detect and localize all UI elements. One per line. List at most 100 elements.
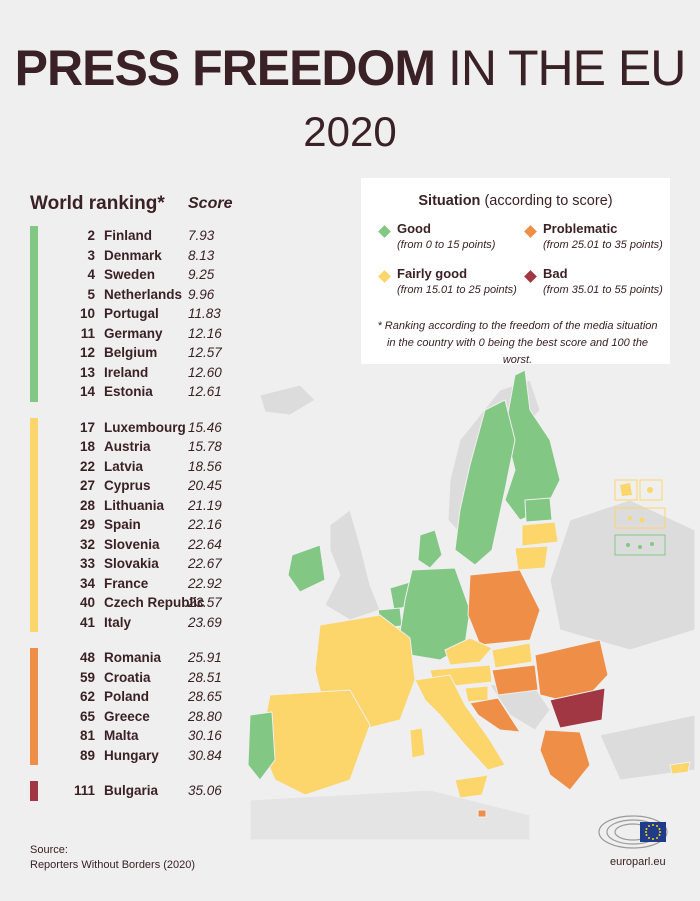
- score-cell: 12.16: [188, 325, 222, 341]
- score-cell: 9.25: [188, 267, 215, 282]
- country-cell: Cyprus: [104, 478, 151, 493]
- country-cell: Latvia: [104, 458, 144, 474]
- title-bold: PRESS FREEDOM: [14, 40, 436, 96]
- table-row: 33 Slovakia 22.67: [30, 554, 250, 573]
- table-row: 28 Lithuania 21.19: [30, 496, 250, 515]
- legend-range: (from 15.01 to 25 points): [397, 284, 517, 296]
- map-hungary: [491, 664, 539, 696]
- source-label: Source:: [30, 844, 68, 856]
- map-portugal: [247, 711, 276, 781]
- rank-cell: 65: [79, 708, 95, 724]
- rank-column-header: World ranking*: [30, 193, 165, 214]
- map-spain: [259, 689, 371, 796]
- table-row: 10 Portugal 11.83: [30, 304, 250, 323]
- legend-label: Good: [397, 221, 431, 236]
- map-turkey: [599, 714, 695, 781]
- table-row: 81 Malta 30.16: [30, 726, 250, 745]
- country-cell: Lithuania: [104, 497, 164, 513]
- good-diamond-icon: [378, 225, 391, 238]
- country-cell: Denmark: [104, 247, 162, 263]
- country-cell: Slovakia: [104, 556, 159, 571]
- score-cell: 8.13: [188, 247, 215, 263]
- score-cell: 15.78: [188, 439, 222, 454]
- legend-note: * Ranking according to the freedom of th…: [377, 320, 658, 366]
- map-north-africa: [249, 789, 531, 840]
- score-column-header: Score: [188, 195, 233, 212]
- rank-cell: 3: [87, 247, 95, 263]
- european-parliament-logo-icon: [598, 815, 668, 849]
- table-row: 65 Greece 28.80: [30, 707, 250, 726]
- map-bulgaria: [549, 687, 606, 729]
- country-cell: Estonia: [104, 384, 153, 399]
- bad-diamond-icon: [524, 270, 537, 283]
- score-cell: 15.46: [188, 419, 222, 435]
- score-cell: 12.61: [188, 384, 222, 399]
- legend-range: (from 0 to 15 points): [397, 239, 496, 251]
- score-cell: 21.19: [188, 497, 222, 513]
- map-iceland: [259, 384, 316, 416]
- score-cell: 25.91: [188, 650, 222, 665]
- country-cell: Poland: [104, 689, 150, 704]
- country-cell: Austria: [104, 439, 151, 454]
- rank-cell: 40: [79, 595, 95, 610]
- score-cell: 23.57: [188, 595, 222, 610]
- table-row: 40 Czech Republic 23.57: [30, 593, 250, 612]
- group-bar-problematic: [30, 648, 38, 765]
- legend-item-good: Good (from 0 to 15 points): [397, 221, 495, 253]
- rank-cell: 27: [79, 478, 95, 493]
- country-cell: Germany: [104, 325, 163, 341]
- country-cell: Spain: [104, 517, 141, 532]
- country-cell: Czech Republic: [104, 595, 205, 610]
- country-cell: Bulgaria: [104, 783, 159, 798]
- rank-cell: 17: [79, 419, 95, 435]
- rank-cell: 28: [79, 497, 95, 513]
- legend-title-bold: Situation: [418, 193, 481, 209]
- table-row: 13 Ireland 12.60: [30, 363, 250, 382]
- rank-cell: 48: [79, 650, 95, 665]
- rank-cell: 89: [79, 747, 95, 763]
- table-row: 34 France 22.92: [30, 574, 250, 593]
- country-cell: Romania: [104, 650, 162, 665]
- table-row: 27 Cyprus 20.45: [30, 476, 250, 495]
- table-row: 14 Estonia 12.61: [30, 382, 250, 401]
- map-czech: [444, 637, 493, 666]
- map-malta: [477, 809, 487, 818]
- country-cell: Ireland: [104, 364, 149, 380]
- fairly-good-diamond-icon: [378, 270, 391, 283]
- group-bar-bad: [30, 781, 38, 801]
- rank-cell: 11: [80, 325, 95, 341]
- score-cell: 30.84: [188, 747, 222, 763]
- country-cell: Finland: [104, 228, 152, 243]
- country-cell: Portugal: [104, 306, 159, 321]
- score-cell: 9.96: [188, 286, 215, 302]
- map-cyprus: [669, 761, 691, 775]
- country-cell: Netherlands: [104, 286, 183, 302]
- rank-cell: 62: [79, 689, 95, 704]
- score-cell: 18.56: [188, 458, 222, 474]
- rank-cell: 59: [79, 669, 95, 685]
- country-cell: France: [104, 575, 149, 591]
- country-cell: Belgium: [104, 345, 158, 360]
- table-row: 111 Bulgaria 35.06: [30, 781, 250, 800]
- source: Source: Reporters Without Borders (2020): [30, 843, 195, 873]
- score-cell: 20.45: [188, 478, 222, 493]
- score-cell: 22.64: [188, 536, 222, 552]
- legend-label: Bad: [543, 266, 568, 281]
- score-cell: 7.93: [188, 228, 215, 243]
- rank-cell: 81: [79, 728, 95, 743]
- map-sicily: [454, 774, 489, 799]
- map-slovenia: [464, 685, 489, 703]
- map-lithuania: [514, 545, 549, 571]
- table-row: 32 Slovenia 22.64: [30, 535, 250, 554]
- table-row: 62 Poland 28.65: [30, 687, 250, 706]
- outermost-regions: [614, 479, 666, 556]
- rank-cell: 22: [79, 458, 95, 474]
- rank-cell: 32: [79, 536, 95, 552]
- map-russia-belarus: [549, 499, 695, 651]
- rank-cell: 29: [79, 517, 95, 532]
- table-row: 89 Hungary 30.84: [30, 746, 250, 765]
- score-cell: 28.51: [188, 669, 222, 685]
- table-row: 11 Germany 12.16: [30, 324, 250, 343]
- table-row: 4 Sweden 9.25: [30, 265, 250, 284]
- rank-cell: 2: [87, 228, 95, 243]
